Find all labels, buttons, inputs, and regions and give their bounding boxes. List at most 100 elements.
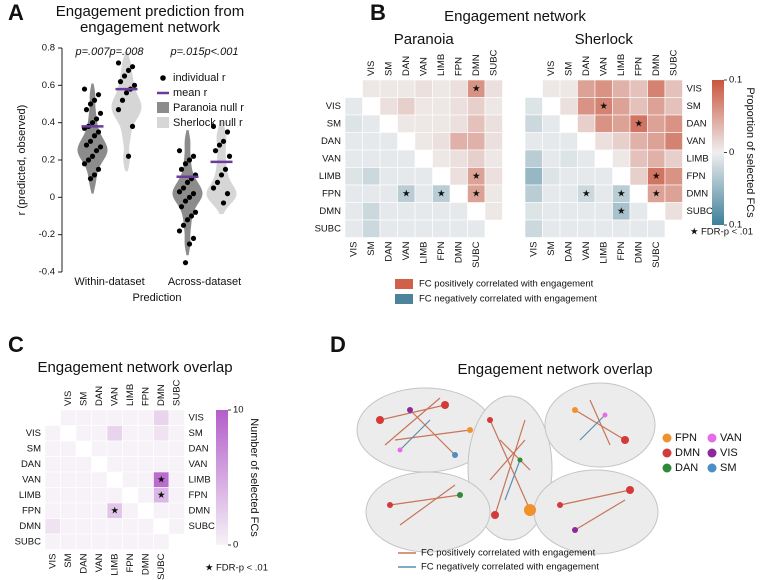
legend-swatch xyxy=(395,279,413,289)
bottom-label: VAN xyxy=(581,241,592,260)
heatmap-cell xyxy=(577,167,596,186)
heatmap-cell xyxy=(106,440,123,457)
row-label: DAN xyxy=(21,459,41,470)
p-value-label: p=.007 xyxy=(75,46,111,58)
node-legend-marker xyxy=(707,448,717,458)
bottom-label: LIMB xyxy=(109,554,120,576)
heatmap-cell xyxy=(414,184,433,203)
individual-point xyxy=(83,107,90,113)
individual-point xyxy=(125,153,132,159)
heatmap-cell xyxy=(664,97,683,116)
heatmap-cell xyxy=(122,502,139,519)
individual-point xyxy=(93,116,100,122)
individual-point xyxy=(218,172,225,178)
heatmap-cell xyxy=(542,79,561,98)
heatmap-cell xyxy=(414,167,433,186)
heatmap-cell xyxy=(524,167,543,186)
row-label: SUBC xyxy=(687,206,714,217)
brain-medial-left xyxy=(365,471,491,553)
colorbar-tick-label: 0.1 xyxy=(729,220,742,231)
legend-label: FC negatively correlated with engagement xyxy=(419,294,597,305)
heatmap-cell xyxy=(397,97,416,116)
heatmap-cell xyxy=(91,440,108,457)
heatmap-cell xyxy=(344,97,363,116)
top-label: DAN xyxy=(401,56,412,76)
top-label: DMN xyxy=(156,384,167,406)
heatmap-cell xyxy=(379,202,398,221)
row-label: DAN xyxy=(189,443,209,454)
top-label: VAN xyxy=(109,387,120,406)
heatmap-cell xyxy=(137,425,154,442)
heatmap-cell xyxy=(168,456,185,473)
heatmap-cell xyxy=(629,167,648,186)
individual-point xyxy=(87,176,94,182)
individual-point xyxy=(129,64,136,70)
edges xyxy=(379,397,631,531)
individual-point xyxy=(216,142,223,148)
heatmap-cell xyxy=(629,97,648,116)
individual-point xyxy=(81,86,88,92)
p-value-label: p=.008 xyxy=(109,46,145,58)
heatmap-cell xyxy=(484,114,503,133)
heatmap-cell xyxy=(414,202,433,221)
individual-point xyxy=(220,200,227,206)
heatmap-cell xyxy=(75,409,92,426)
heatmap-cell xyxy=(432,149,451,168)
individual-point xyxy=(129,123,136,129)
p-value-label: p=.015 xyxy=(170,46,206,58)
heatmap-cell xyxy=(60,502,77,519)
individual-point xyxy=(123,90,130,96)
row-label: DMN xyxy=(19,521,41,532)
heatmap-cell xyxy=(60,409,77,426)
heatmap-cell xyxy=(577,114,596,133)
heatmap-cell xyxy=(542,219,561,238)
individual-point xyxy=(180,222,187,228)
significance-star: ★ xyxy=(472,171,481,182)
legend-label: FC positively correlated with engagement xyxy=(419,279,594,290)
colorbar xyxy=(216,410,228,545)
heatmap-cell xyxy=(60,487,77,504)
chart-title: Engagement network xyxy=(444,8,586,25)
edges-negative xyxy=(399,414,606,501)
legend-label: mean r xyxy=(173,87,208,99)
heatmap-cell xyxy=(542,202,561,221)
bottom-label: VIS xyxy=(348,242,359,257)
heatmap-cell xyxy=(647,132,666,151)
bottom-label: FPN xyxy=(616,241,627,260)
individual-point xyxy=(178,204,185,210)
edge-legend-label: FC negatively correlated with engagement xyxy=(421,562,599,573)
heatmap-cell xyxy=(414,114,433,133)
violin xyxy=(172,130,203,256)
heatmap-cell xyxy=(432,114,451,133)
significance-star: ★ xyxy=(617,188,626,199)
panel-letter: D xyxy=(330,332,346,357)
heatmap-cell xyxy=(647,79,666,98)
individual-point xyxy=(186,157,193,163)
heatmap-cell xyxy=(153,409,170,426)
p-value-label: p<.001 xyxy=(204,46,239,58)
heatmap-cell xyxy=(612,219,631,238)
significance-star: ★ xyxy=(634,118,643,129)
row-label: LIMB xyxy=(319,171,341,182)
individual-point xyxy=(97,144,104,150)
heatmap-cell xyxy=(122,409,139,426)
bottom-label: SM xyxy=(63,553,74,567)
heatmap-cell xyxy=(432,202,451,221)
top-label: DMN xyxy=(651,54,662,76)
heatmap-cell xyxy=(137,471,154,488)
heatmap-cell xyxy=(75,425,92,442)
row-label: DMN xyxy=(687,188,709,199)
heatmap-cell xyxy=(168,518,185,535)
individual-point xyxy=(95,166,102,172)
individual-point xyxy=(190,153,197,159)
heatmap-cell xyxy=(467,132,486,151)
heatmap-cell xyxy=(524,202,543,221)
individual-point xyxy=(89,153,96,159)
heatmap-cell xyxy=(122,533,139,550)
heatmap-cell xyxy=(344,149,363,168)
heatmap-cell xyxy=(594,184,613,203)
top-label: VIS xyxy=(546,61,557,76)
heatmap-cell xyxy=(44,533,61,550)
node-legend-label: DMN xyxy=(675,447,700,459)
heatmap-cell xyxy=(629,149,648,168)
